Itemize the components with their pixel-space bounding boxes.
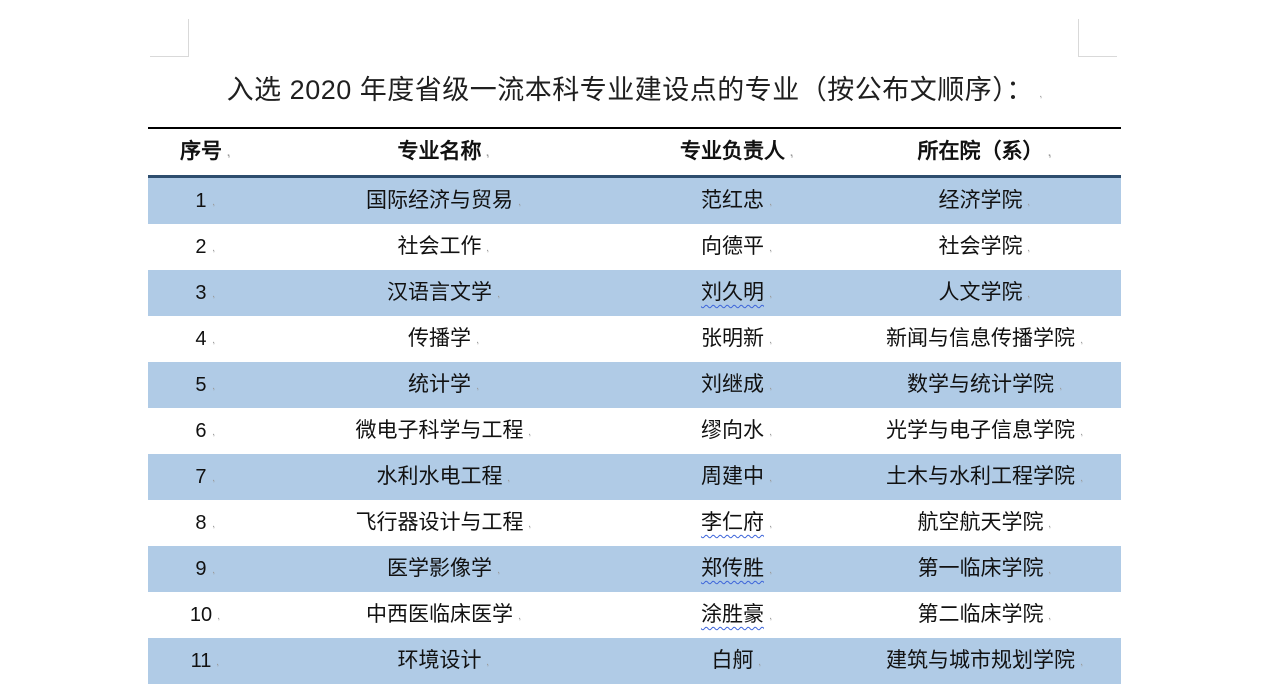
row-cell-index: 6	[148, 408, 262, 457]
leader-name: 范红忠	[700, 189, 764, 212]
row-cell-college: 第二临床学院	[848, 592, 1121, 641]
row-cell-index: 7	[148, 454, 262, 503]
table-row: 6 微电子科学与工程 缪向水 光学与电子信息学院	[148, 408, 1121, 454]
row-cell-college: 社会学院	[848, 224, 1121, 273]
row-cell-major: 传播学	[262, 316, 625, 365]
row-cell-college: 第一临床学院	[848, 546, 1121, 595]
row-cell-major: 微电子科学与工程	[262, 408, 625, 457]
leader-name: 刘继成	[700, 373, 764, 396]
margin-crop-mark-top-right-horizontal	[1079, 56, 1117, 57]
row-cell-index: 2	[148, 224, 262, 273]
title-text: 入选 2020 年度省级一流本科专业建设点的专业（按公布文顺序）：	[227, 75, 1043, 105]
row-cell-leader: 张明新	[625, 316, 848, 365]
leader-name: 周建中	[700, 465, 764, 488]
table-row: 4 传播学 张明新 新闻与信息传播学院	[148, 316, 1121, 362]
table-row: 2 社会工作 向德平 社会学院	[148, 224, 1121, 270]
row-cell-major: 统计学	[262, 362, 625, 411]
row-cell-index: 9	[148, 546, 262, 595]
row-cell-college: 人文学院	[848, 270, 1121, 319]
row-cell-college: 土木与水利工程学院	[848, 454, 1121, 503]
row-cell-index: 11	[148, 638, 262, 685]
margin-crop-mark-top-right-vertical	[1078, 19, 1079, 57]
leader-name: 李仁府	[700, 511, 764, 534]
table-row: 11 环境设计 白舸 建筑与城市规划学院	[148, 638, 1121, 684]
table-header-row: 序号 专业名称 专业负责人 所在院（系）	[148, 129, 1121, 178]
margin-crop-mark-top-left-vertical	[188, 19, 189, 57]
row-cell-leader: 向德平	[625, 224, 848, 273]
table-row: 9 医学影像学 郑传胜 第一临床学院	[148, 546, 1121, 592]
row-cell-college: 新闻与信息传播学院	[848, 316, 1121, 365]
leader-name: 刘久明	[700, 281, 764, 304]
row-cell-leader: 范红忠	[625, 178, 848, 227]
header-cell-major: 专业名称	[262, 129, 625, 178]
row-cell-college: 光学与电子信息学院	[848, 408, 1121, 457]
majors-table: 序号 专业名称 专业负责人 所在院（系） 1 国际经济与贸易 范红忠 经济学院 …	[148, 127, 1121, 684]
row-cell-leader: 刘继成	[625, 362, 848, 411]
row-cell-college: 数学与统计学院	[848, 362, 1121, 411]
leader-name: 白舸	[711, 649, 754, 672]
leader-name: 涂胜豪	[700, 603, 764, 626]
row-cell-major: 水利水电工程	[262, 454, 625, 503]
table-body: 1 国际经济与贸易 范红忠 经济学院 2 社会工作 向德平 社会学院 3 汉语言…	[148, 178, 1121, 684]
row-cell-index: 1	[148, 178, 262, 227]
table-row: 1 国际经济与贸易 范红忠 经济学院	[148, 178, 1121, 224]
row-cell-college: 航空航天学院	[848, 500, 1121, 549]
header-cell-index: 序号	[148, 129, 262, 178]
table-row: 8 飞行器设计与工程 李仁府 航空航天学院	[148, 500, 1121, 546]
row-cell-major: 国际经济与贸易	[262, 178, 625, 227]
table-row: 7 水利水电工程 周建中 土木与水利工程学院	[148, 454, 1121, 500]
table-row: 5 统计学 刘继成 数学与统计学院	[148, 362, 1121, 408]
row-cell-index: 5	[148, 362, 262, 411]
row-cell-major: 环境设计	[262, 638, 625, 685]
row-cell-major: 汉语言文学	[262, 270, 625, 319]
margin-crop-mark-top-left-horizontal	[150, 56, 188, 57]
row-cell-index: 4	[148, 316, 262, 365]
row-cell-leader: 李仁府	[625, 500, 848, 549]
row-cell-index: 8	[148, 500, 262, 549]
row-cell-index: 3	[148, 270, 262, 319]
row-cell-index: 10	[148, 592, 262, 641]
header-cell-leader: 专业负责人	[625, 129, 848, 178]
row-cell-college: 建筑与城市规划学院	[848, 638, 1121, 685]
row-cell-leader: 郑传胜	[625, 546, 848, 595]
row-cell-major: 社会工作	[262, 224, 625, 273]
row-cell-major: 飞行器设计与工程	[262, 500, 625, 549]
row-cell-leader: 白舸	[625, 638, 848, 685]
row-cell-leader: 周建中	[625, 454, 848, 503]
table-row: 3 汉语言文学 刘久明 人文学院	[148, 270, 1121, 316]
leader-name: 缪向水	[700, 419, 764, 442]
table-row: 10 中西医临床医学 涂胜豪 第二临床学院	[148, 592, 1121, 638]
header-cell-college: 所在院（系）	[848, 129, 1121, 178]
row-cell-college: 经济学院	[848, 178, 1121, 227]
leader-name: 郑传胜	[700, 557, 764, 580]
leader-name: 向德平	[700, 235, 764, 258]
row-cell-leader: 涂胜豪	[625, 592, 848, 641]
row-cell-major: 医学影像学	[262, 546, 625, 595]
row-cell-major: 中西医临床医学	[262, 592, 625, 641]
row-cell-leader: 缪向水	[625, 408, 848, 457]
row-cell-leader: 刘久明	[625, 270, 848, 319]
leader-name: 张明新	[700, 327, 764, 350]
document-title: 入选 2020 年度省级一流本科专业建设点的专业（按公布文顺序）：	[0, 68, 1269, 107]
